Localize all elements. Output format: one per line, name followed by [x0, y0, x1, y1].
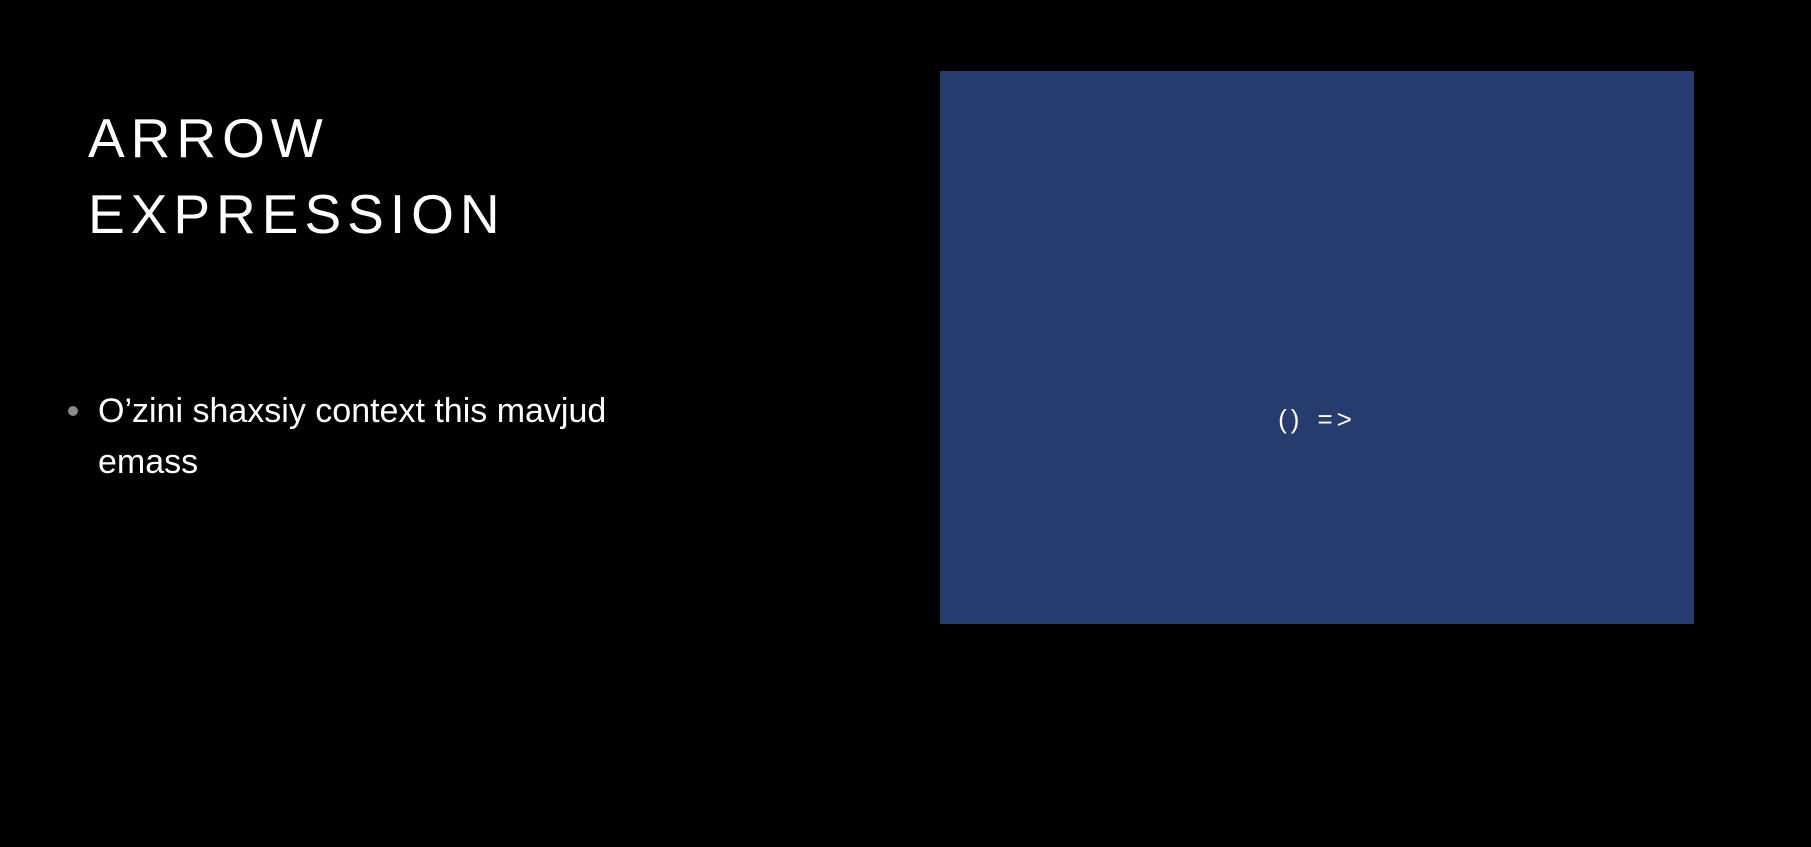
bullet-item: O’zini shaxsiy context this mavjud emass [68, 386, 708, 488]
slide-title-line-2: EXPRESSION [88, 183, 506, 245]
code-parentheses: () [1278, 404, 1304, 434]
code-panel: () => [940, 71, 1694, 624]
bullet-list: O’zini shaxsiy context this mavjud emass [68, 386, 708, 488]
code-arrow: => [1317, 404, 1356, 434]
arrow-code-snippet: () => [940, 403, 1694, 435]
slide-title: ARROW EXPRESSION [88, 100, 506, 252]
slide-title-line-1: ARROW [88, 107, 329, 169]
bullet-dot-icon [68, 406, 78, 416]
bullet-text: O’zini shaxsiy context this mavjud emass [98, 392, 607, 481]
